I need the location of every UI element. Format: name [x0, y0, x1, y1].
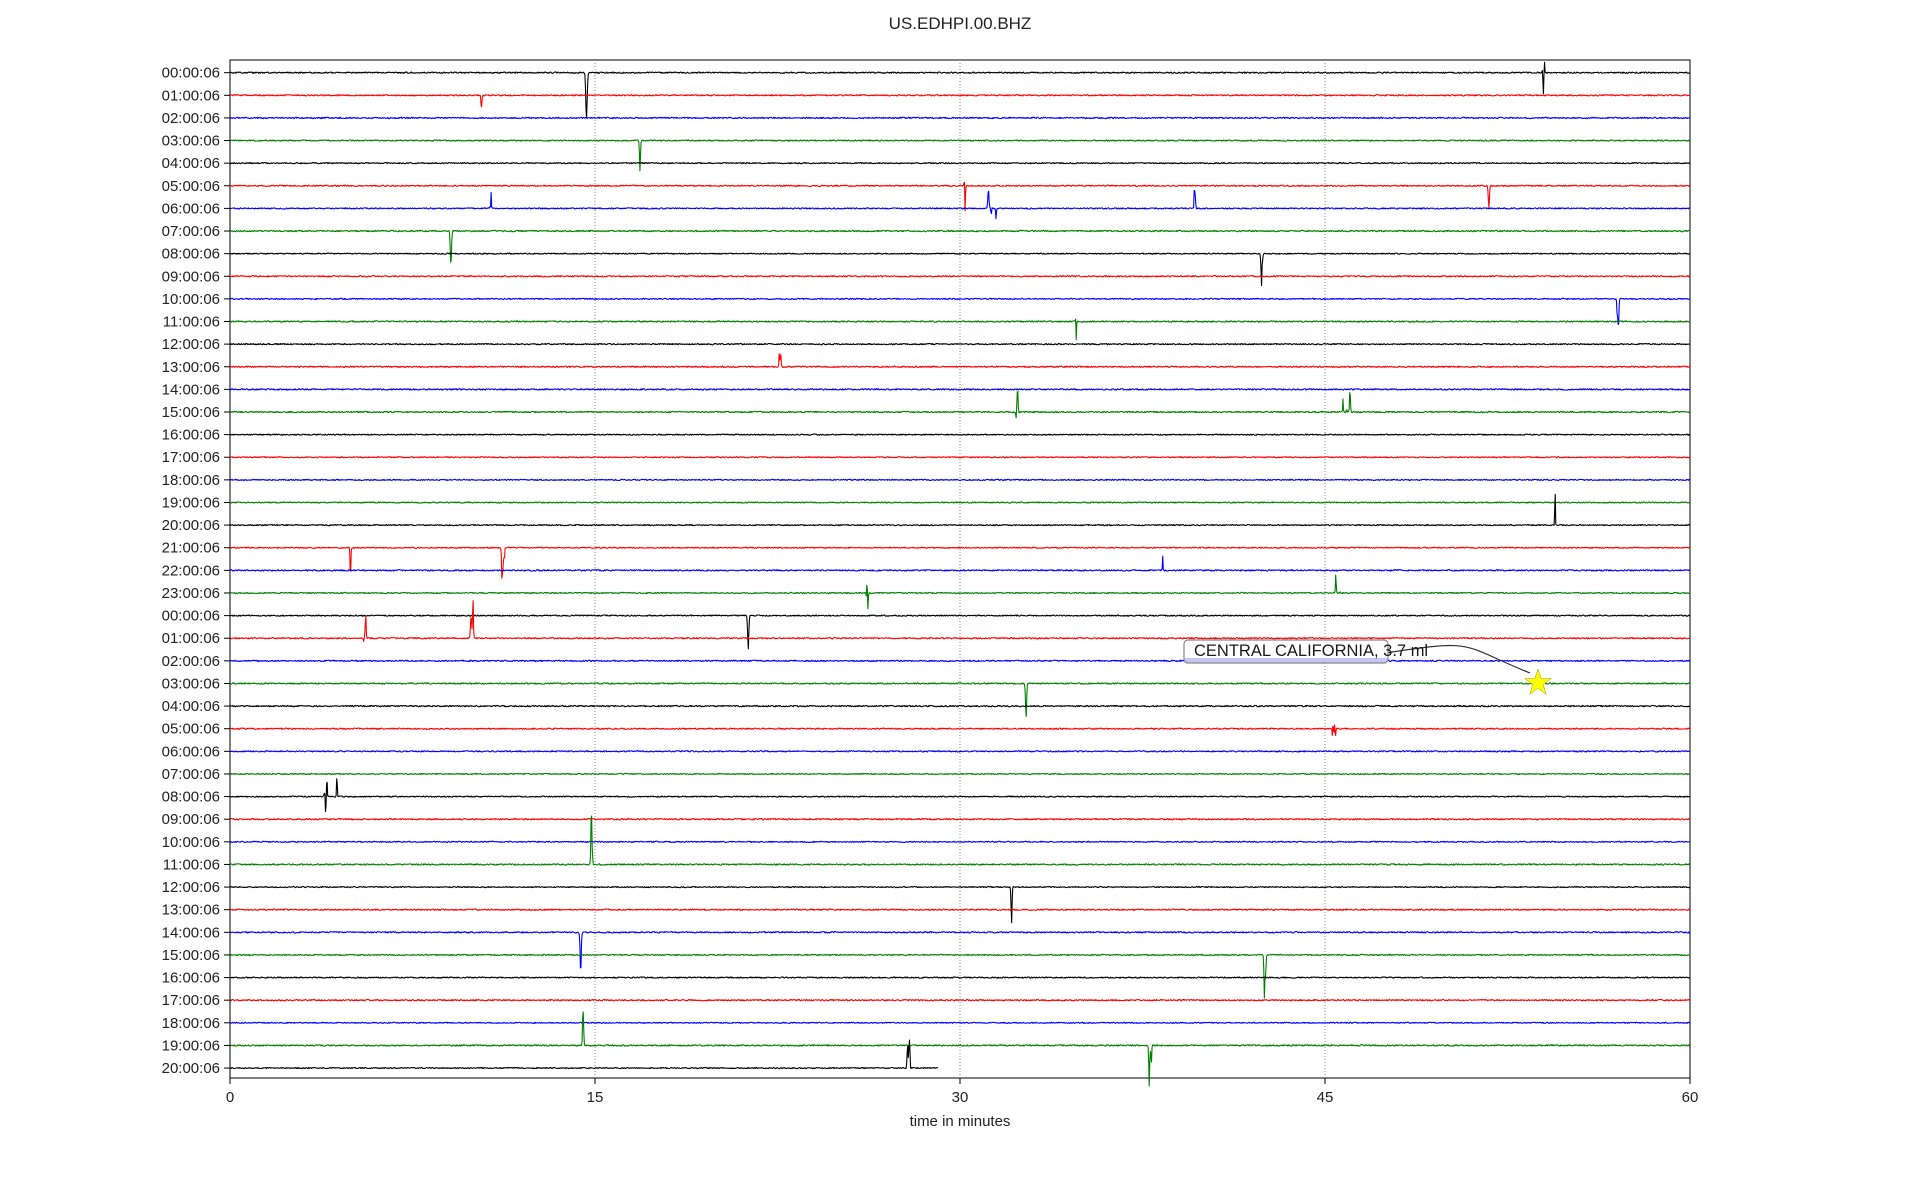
svg-text:09:00:06: 09:00:06 — [162, 268, 220, 285]
svg-text:00:00:06: 00:00:06 — [162, 608, 220, 625]
svg-text:0: 0 — [226, 1089, 234, 1106]
svg-text:03:00:06: 03:00:06 — [162, 675, 220, 692]
svg-text:12:00:06: 12:00:06 — [162, 336, 220, 353]
svg-text:06:00:06: 06:00:06 — [162, 200, 220, 217]
svg-text:01:00:06: 01:00:06 — [162, 87, 220, 104]
svg-text:time in minutes: time in minutes — [910, 1113, 1011, 1130]
svg-text:19:00:06: 19:00:06 — [162, 494, 220, 511]
svg-text:12:00:06: 12:00:06 — [162, 879, 220, 896]
svg-text:02:00:06: 02:00:06 — [162, 653, 220, 670]
svg-text:05:00:06: 05:00:06 — [162, 721, 220, 738]
svg-text:13:00:06: 13:00:06 — [162, 359, 220, 376]
svg-text:07:00:06: 07:00:06 — [162, 766, 220, 783]
svg-text:18:00:06: 18:00:06 — [162, 1015, 220, 1032]
svg-text:45: 45 — [1317, 1089, 1334, 1106]
svg-text:04:00:06: 04:00:06 — [162, 698, 220, 715]
svg-text:11:00:06: 11:00:06 — [163, 314, 220, 331]
svg-text:19:00:06: 19:00:06 — [162, 1037, 220, 1054]
svg-text:09:00:06: 09:00:06 — [162, 811, 220, 828]
svg-text:14:00:06: 14:00:06 — [162, 381, 220, 398]
svg-text:08:00:06: 08:00:06 — [162, 789, 220, 806]
svg-text:15:00:06: 15:00:06 — [162, 404, 220, 421]
svg-text:10:00:06: 10:00:06 — [162, 291, 220, 308]
svg-text:06:00:06: 06:00:06 — [162, 743, 220, 760]
svg-text:08:00:06: 08:00:06 — [162, 246, 220, 263]
svg-text:10:00:06: 10:00:06 — [162, 834, 220, 851]
svg-text:15: 15 — [587, 1089, 604, 1106]
svg-text:15:00:06: 15:00:06 — [162, 947, 220, 964]
svg-text:04:00:06: 04:00:06 — [162, 155, 220, 172]
svg-text:17:00:06: 17:00:06 — [162, 449, 220, 466]
svg-text:23:00:06: 23:00:06 — [162, 585, 220, 602]
svg-text:03:00:06: 03:00:06 — [162, 133, 220, 150]
svg-text:02:00:06: 02:00:06 — [162, 110, 220, 127]
svg-text:22:00:06: 22:00:06 — [162, 562, 220, 579]
svg-text:16:00:06: 16:00:06 — [162, 970, 220, 987]
svg-text:01:00:06: 01:00:06 — [162, 630, 220, 647]
svg-text:CENTRAL CALIFORNIA, 3.7 ml: CENTRAL CALIFORNIA, 3.7 ml — [1194, 642, 1428, 660]
svg-text:07:00:06: 07:00:06 — [162, 223, 220, 240]
svg-text:11:00:06: 11:00:06 — [163, 856, 220, 873]
svg-text:16:00:06: 16:00:06 — [162, 427, 220, 444]
svg-text:30: 30 — [952, 1089, 969, 1106]
svg-text:21:00:06: 21:00:06 — [162, 540, 220, 557]
svg-text:05:00:06: 05:00:06 — [162, 178, 220, 195]
svg-text:17:00:06: 17:00:06 — [162, 992, 220, 1009]
svg-text:20:00:06: 20:00:06 — [162, 1060, 220, 1077]
svg-text:00:00:06: 00:00:06 — [162, 65, 220, 82]
svg-text:13:00:06: 13:00:06 — [162, 902, 220, 919]
svg-text:14:00:06: 14:00:06 — [162, 924, 220, 941]
svg-text:20:00:06: 20:00:06 — [162, 517, 220, 534]
svg-text:60: 60 — [1682, 1089, 1699, 1106]
svg-text:18:00:06: 18:00:06 — [162, 472, 220, 489]
